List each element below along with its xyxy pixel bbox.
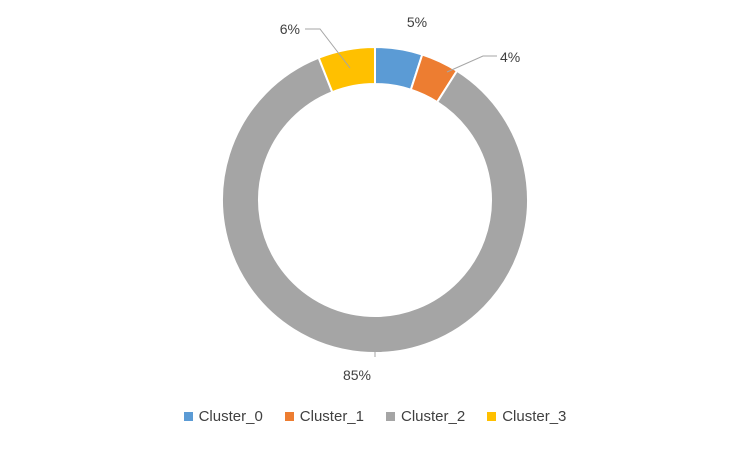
slice-cluster-2 [221,56,529,354]
legend-item-cluster-0: Cluster_0 [183,408,263,425]
legend-label-cluster-3: Cluster_3 [502,408,567,425]
legend-item-cluster-3: Cluster_3 [487,408,566,425]
data-labels: 5% 4% 85% 6% [280,14,520,383]
chart-slices [221,45,529,354]
legend-swatch-cluster-1 [284,412,294,421]
legend-item-cluster-1: Cluster_1 [284,408,364,425]
leader-line-cluster-3 [305,28,351,69]
leader-lines [305,28,497,357]
legend-swatch-cluster-2 [386,412,395,421]
legend-label-cluster-1: Cluster_1 [299,408,364,425]
data-label-cluster-1: 4% [500,49,520,65]
data-label-cluster-3: 6% [280,21,300,37]
legend-label-cluster-2: Cluster_2 [401,408,466,425]
data-label-cluster-0: 5% [407,14,427,30]
legend-swatch-cluster-3 [487,412,497,421]
slice-cluster-3 [317,45,376,94]
legend-swatch-cluster-0 [183,412,193,421]
legend-label-cluster-0: Cluster_0 [198,408,263,425]
legend-item-cluster-2: Cluster_2 [386,408,465,425]
data-label-cluster-2: 85% [343,367,371,383]
chart-legend: Cluster_0 Cluster_1 Cluster_2 Cluster_3 [0,408,750,425]
leader-line-cluster-1 [446,55,497,73]
